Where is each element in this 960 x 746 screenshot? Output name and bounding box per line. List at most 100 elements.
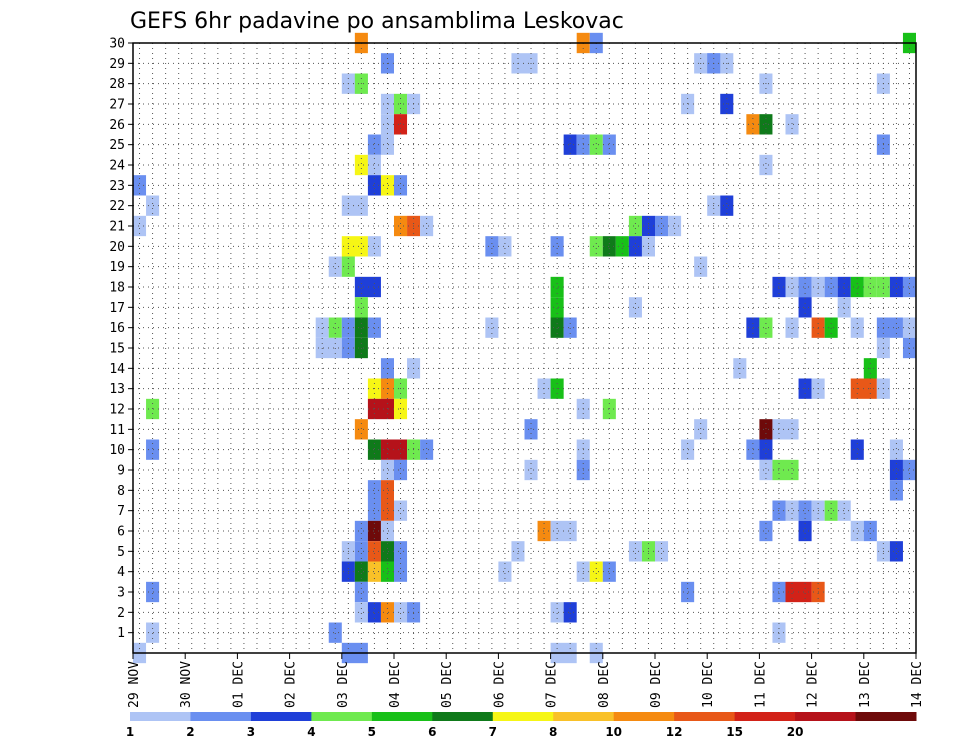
precip-cell <box>133 175 147 196</box>
precip-cell <box>681 439 695 460</box>
precip-cell <box>420 439 434 460</box>
precip-cell <box>354 541 368 562</box>
precip-cell <box>394 114 408 135</box>
y-tick-label: 19 <box>109 260 125 275</box>
precip-cell <box>367 398 394 420</box>
precip-cell <box>785 500 799 521</box>
colorbar-segment <box>311 712 373 721</box>
precip-cell <box>772 419 799 440</box>
grid-layer <box>133 42 916 653</box>
x-ticks: 29 NOV 30 NOV 01 DEC 02 DEC 03 DEC 04 DEC 05 D… <box>127 653 925 708</box>
precip-cell <box>602 561 616 582</box>
colorbar-label: 12 <box>666 725 683 739</box>
precip-cell <box>589 561 603 582</box>
precip-cell <box>759 154 773 176</box>
precip-cell <box>746 114 760 135</box>
precip-cell <box>589 134 603 155</box>
colorbar-segment <box>795 712 857 721</box>
precip-cell <box>380 500 394 521</box>
precip-cell <box>328 622 342 643</box>
precip-cell <box>720 195 734 216</box>
precip-cell <box>889 276 903 298</box>
precip-cell <box>367 561 381 582</box>
y-tick-label: 24 <box>109 159 125 174</box>
precip-cell <box>394 500 408 521</box>
precip-cell <box>328 317 342 338</box>
x-tick-label: 14 DEC <box>910 661 925 708</box>
precip-cell <box>354 317 368 338</box>
precip-cell <box>341 236 368 257</box>
precip-cell <box>485 236 499 257</box>
precip-cell <box>785 276 799 298</box>
precip-cell <box>420 215 434 237</box>
precip-cell <box>328 256 342 277</box>
precip-cell <box>380 480 394 501</box>
precip-cell <box>759 459 773 481</box>
x-tick-label: 11 DEC <box>753 661 768 708</box>
y-tick-label: 17 <box>109 301 125 316</box>
precip-cell <box>380 541 394 562</box>
colorbar-label: 7 <box>489 725 497 739</box>
precip-cell <box>367 236 381 257</box>
y-tick-label: 13 <box>109 382 125 397</box>
precip-cell <box>315 317 329 338</box>
precip-cell <box>367 154 381 176</box>
y-tick-label: 5 <box>117 545 125 560</box>
precip-cell <box>889 439 903 460</box>
precip-cell <box>902 317 916 338</box>
y-tick-label: 1 <box>117 626 125 641</box>
x-tick-label: 05 DEC <box>440 661 455 708</box>
precip-cell <box>615 236 629 257</box>
precip-cell <box>380 561 394 582</box>
precip-cell <box>850 439 864 460</box>
precip-cell <box>367 480 381 501</box>
precip-cell <box>563 317 577 338</box>
precip-cell <box>824 317 838 338</box>
precip-cell <box>394 541 408 562</box>
precip-cell <box>380 175 394 196</box>
x-tick-label: 07 DEC <box>545 661 560 708</box>
precip-cell <box>824 276 838 298</box>
colorbar-segment <box>734 712 796 721</box>
precip-cell <box>889 480 903 501</box>
y-tick-label: 4 <box>117 565 125 580</box>
y-tick-label: 12 <box>109 403 125 418</box>
precip-cell <box>354 297 368 318</box>
precip-cell <box>837 276 851 298</box>
y-tick-label: 27 <box>109 98 125 113</box>
precip-cell <box>902 459 916 481</box>
precip-cell <box>354 520 368 542</box>
precip-cell <box>550 276 564 298</box>
precip-cell <box>498 561 512 582</box>
precip-cell <box>863 520 877 542</box>
y-ticks: 1234567891011121314151617181920212223242… <box>109 37 133 641</box>
precip-cell <box>367 134 381 155</box>
precip-cell <box>367 317 381 338</box>
y-tick-label: 22 <box>109 199 125 214</box>
y-tick-label: 23 <box>109 179 125 194</box>
precip-cell <box>354 154 368 176</box>
precip-cell <box>850 276 864 298</box>
colorbar-segment <box>130 712 191 721</box>
precip-cell <box>354 561 368 582</box>
precip-cell <box>394 561 408 582</box>
precip-cell <box>146 622 160 643</box>
precip-cell <box>876 317 903 338</box>
precip-cell <box>550 317 564 338</box>
y-tick-label: 26 <box>109 118 125 133</box>
precip-cell <box>524 459 538 481</box>
precip-cell <box>537 520 551 542</box>
precip-cell <box>354 581 368 603</box>
precip-cell <box>798 520 812 542</box>
precip-cell <box>550 297 564 318</box>
colorbar-segment <box>613 712 675 721</box>
colorbar-label: 8 <box>549 725 557 739</box>
colorbar-segment <box>371 712 433 721</box>
precip-cell <box>354 276 381 298</box>
x-tick-label: 12 DEC <box>806 661 821 708</box>
precip-cell <box>902 276 916 298</box>
y-tick-label: 21 <box>109 220 125 235</box>
precip-cell <box>589 236 603 257</box>
precip-cell <box>694 256 708 277</box>
colorbar-label: 6 <box>428 725 436 739</box>
